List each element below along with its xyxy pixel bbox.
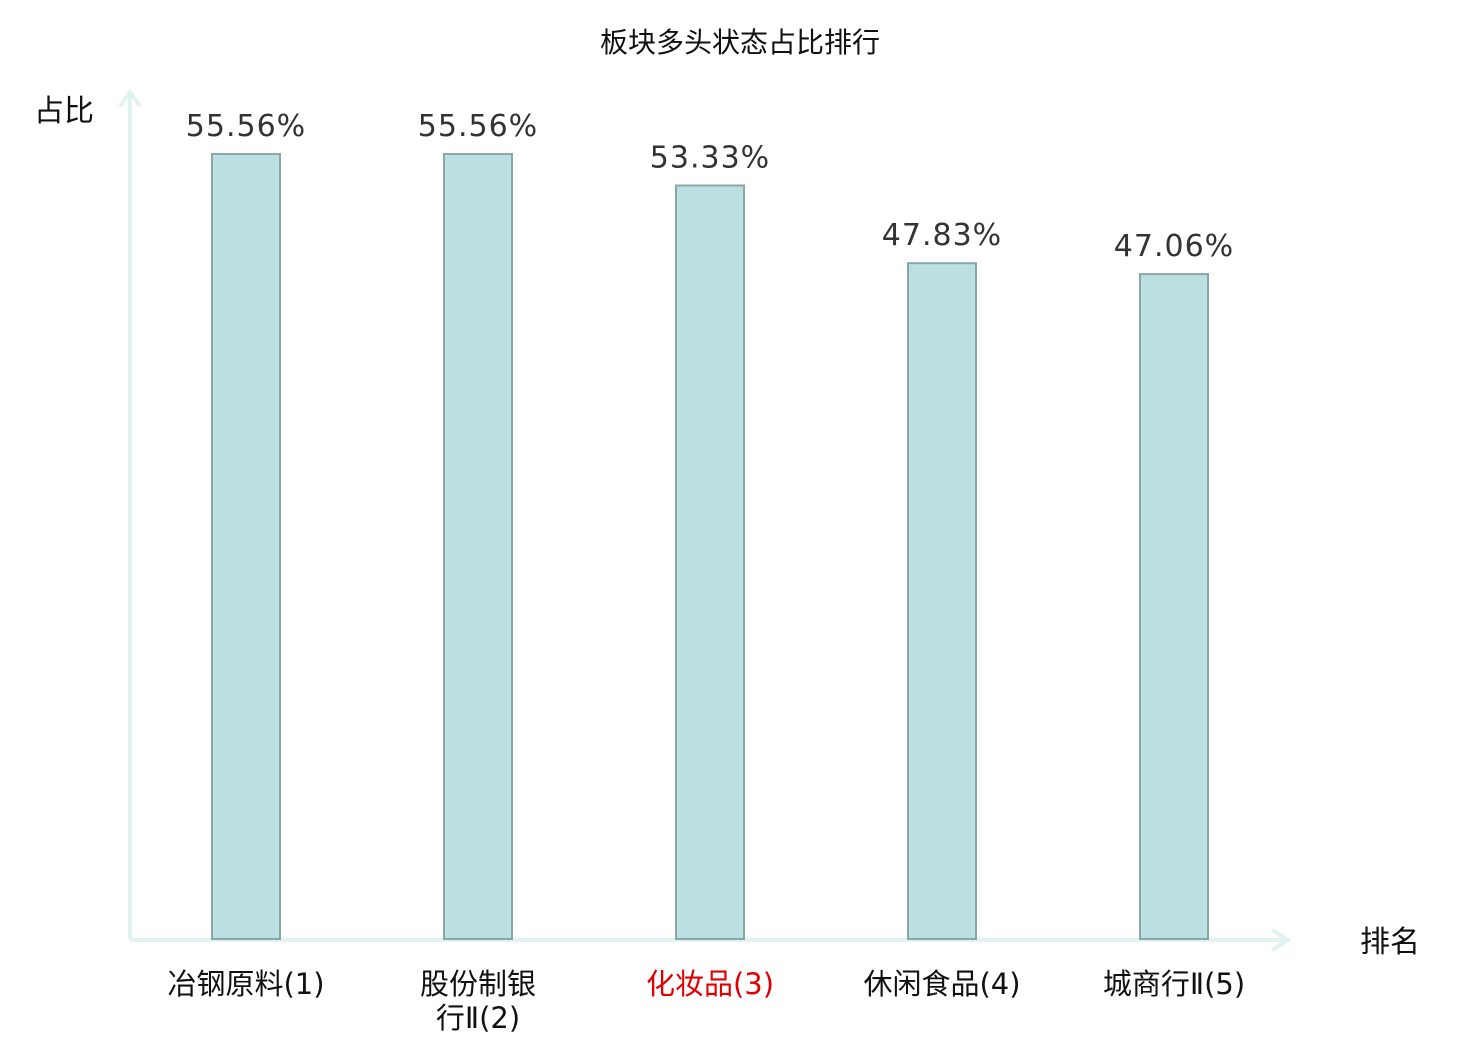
- x-tick-label-line: 股份制银: [420, 967, 536, 1001]
- value-label-2: 55.56%: [418, 109, 538, 144]
- value-labels: 55.56% 55.56% 53.33% 47.83% 47.06%: [186, 109, 1234, 264]
- bar-3: [675, 184, 745, 940]
- x-tick-label-line: 行Ⅱ(2): [436, 1001, 520, 1035]
- value-label-5: 47.06%: [1114, 229, 1234, 264]
- value-label-3: 53.33%: [650, 141, 770, 176]
- x-tick-labels: 冶钢原料(1) 股份制银行Ⅱ(2) 化妆品(3) 休闲食品(4) 城商行Ⅱ(5): [167, 967, 1245, 1035]
- x-tick-label-line: 城商行Ⅱ(5): [1103, 967, 1245, 1001]
- x-tick-label-5: 城商行Ⅱ(5): [1103, 967, 1245, 1001]
- bar-1: [211, 153, 281, 940]
- x-tick-label-1: 冶钢原料(1): [167, 967, 324, 1001]
- x-tick-label-line: 冶钢原料(1): [167, 967, 324, 1001]
- x-axis-arrow: [1270, 928, 1292, 952]
- x-tick-label-2: 股份制银行Ⅱ(2): [420, 967, 536, 1035]
- x-tick-label-4: 休闲食品(4): [863, 967, 1020, 1001]
- bar-2: [443, 153, 513, 940]
- y-axis-arrow: [118, 88, 142, 108]
- axes: [118, 88, 1292, 952]
- x-tick-label-3: 化妆品(3): [646, 967, 774, 1001]
- bars: [211, 153, 1209, 940]
- x-tick-label-line: 休闲食品(4): [863, 967, 1020, 1001]
- chart-title: 板块多头状态占比排行: [600, 26, 880, 59]
- value-label-4: 47.83%: [882, 218, 1002, 253]
- bar-5: [1139, 273, 1209, 940]
- y-axis-label: 占比: [34, 94, 94, 129]
- x-axis-label: 排名: [1360, 925, 1420, 960]
- x-tick-label-line: 化妆品(3): [646, 967, 774, 1001]
- value-label-1: 55.56%: [186, 109, 306, 144]
- bar-4: [907, 262, 977, 940]
